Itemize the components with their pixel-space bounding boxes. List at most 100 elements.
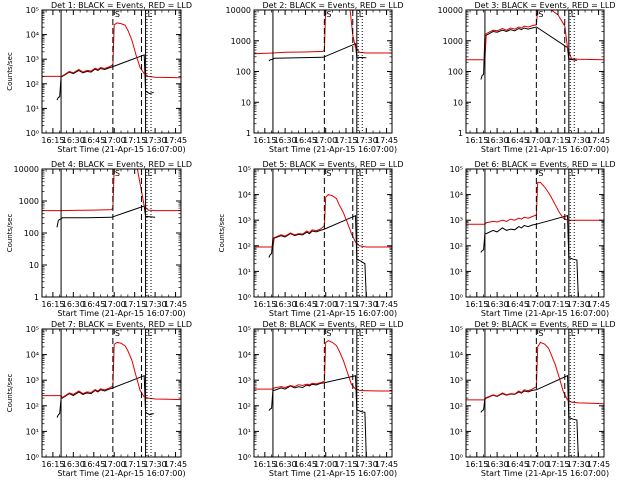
x-tick-label: 17:45	[375, 300, 398, 309]
x-tick-label: 16:45	[82, 300, 105, 309]
y-tick-label: 1	[246, 129, 251, 138]
x-tick-label: 17:45	[164, 460, 187, 469]
x-tick-label: 16:30	[274, 136, 297, 145]
marker-label: S	[538, 169, 543, 178]
x-tick-label: 17:00	[103, 460, 126, 469]
x-tick-label: 16:15	[41, 460, 64, 469]
events-series-line	[268, 42, 367, 62]
panel-title: Det 6: BLACK = Events, RED = LLD	[475, 160, 616, 169]
y-axis-label: Counts/sec	[218, 214, 226, 253]
x-tick-label: 17:45	[587, 460, 610, 469]
y-tick-label: 10³	[450, 376, 463, 385]
events-series-line	[56, 54, 154, 101]
y-axis-label: Counts/sec	[6, 214, 14, 253]
marker-label: L	[148, 329, 153, 338]
y-tick-label: 10⁴	[238, 351, 251, 360]
panel-title: Det 1: BLACK = Events, RED = LLD	[51, 1, 192, 10]
marker-label: L	[359, 10, 364, 19]
y-tick-label: 10¹	[450, 267, 463, 276]
x-tick-label: 17:30	[355, 460, 378, 469]
marker-label: S	[326, 329, 331, 338]
x-axis-label: Start Time (21-Apr-15 16:07:00)	[481, 145, 609, 154]
y-tick-label: 10²	[238, 242, 251, 251]
panel-det-7: S L 10⁰ 10¹ 10² 10³ 10⁴ 10⁵ 16:1516:3016:4517:00…	[6, 320, 192, 478]
y-tick-label: 10⁰	[26, 453, 39, 462]
y-tick-label: 10⁰	[26, 129, 39, 138]
marker-label: L	[571, 329, 576, 338]
panel-det-4: S L11010010001000016:1516:3016:4517:0017:…	[6, 160, 192, 318]
x-tick-label: 17:45	[587, 136, 610, 145]
x-axis-label: Start Time (21-Apr-15 16:07:00)	[481, 309, 609, 318]
x-tick-label: 16:45	[506, 460, 529, 469]
x-tick-label: 17:15	[334, 460, 357, 469]
y-tick-label: 1000	[231, 37, 251, 46]
lld-series-line	[254, 340, 392, 392]
y-tick-label: 10⁵	[26, 325, 39, 334]
x-tick-label: 16:15	[253, 136, 276, 145]
x-tick-label: 17:30	[144, 136, 167, 145]
y-tick-label: 10⁴	[450, 191, 463, 200]
x-tick-label: 16:45	[506, 136, 529, 145]
y-axis-label: Counts/sec	[6, 52, 14, 91]
panel-title: Det 3: BLACK = Events, RED = LLD	[475, 1, 616, 10]
events-series-line	[480, 215, 579, 297]
marker-label: S	[326, 10, 331, 19]
y-tick-label: 10¹	[238, 267, 251, 276]
x-axis-label: Start Time (21-Apr-15 16:07:00)	[57, 309, 185, 318]
y-tick-label: 10²	[26, 402, 39, 411]
x-tick-label: 16:30	[486, 460, 509, 469]
x-tick-label: 17:15	[334, 300, 357, 309]
x-tick-label: 16:15	[465, 300, 488, 309]
x-tick-label: 17:00	[314, 300, 337, 309]
y-tick-label: 10³	[450, 216, 463, 225]
plot-frame	[253, 328, 393, 458]
x-tick-label: 17:30	[355, 136, 378, 145]
x-tick-label: 16:45	[294, 300, 317, 309]
x-tick-label: 17:15	[334, 136, 357, 145]
x-tick-label: 16:45	[82, 460, 105, 469]
x-tick-label: 17:30	[144, 460, 167, 469]
y-tick-label: 10	[453, 98, 463, 107]
y-tick-label: 10⁵	[450, 165, 463, 174]
events-series-line	[56, 374, 154, 418]
y-tick-label: 10⁴	[238, 191, 251, 200]
y-tick-label: 10⁰	[238, 453, 251, 462]
x-tick-label: 17:00	[314, 136, 337, 145]
x-tick-label: 17:30	[144, 300, 167, 309]
x-tick-label: 16:45	[294, 460, 317, 469]
x-tick-label: 17:45	[375, 460, 398, 469]
y-tick-label: 10²	[26, 80, 39, 89]
y-tick-label: 1000	[443, 37, 463, 46]
x-tick-label: 16:15	[41, 300, 64, 309]
y-tick-label: 10⁵	[26, 6, 39, 15]
lld-series-line	[254, 194, 392, 248]
x-tick-label: 17:45	[164, 136, 187, 145]
panel-det-2: S L11010010001000016:1516:3016:4517:0017:…	[226, 1, 404, 154]
y-tick-label: 10000	[14, 165, 39, 174]
x-tick-label: 16:30	[274, 460, 297, 469]
plot-frame	[253, 9, 393, 134]
plot-frame	[41, 168, 182, 298]
y-tick-label: 100	[448, 68, 463, 77]
marker-label: L	[359, 169, 364, 178]
x-tick-label: 16:15	[465, 460, 488, 469]
lld-series-line	[42, 22, 181, 79]
marker-label: S	[538, 10, 543, 19]
x-axis-label: Start Time (21-Apr-15 16:07:00)	[481, 469, 609, 478]
panel-det-6: S L 10⁰ 10¹ 10² 10³ 10⁴ 10⁵ 16:1516:3016:4517:00…	[450, 160, 616, 318]
y-tick-label: 100	[236, 68, 251, 77]
panel-det-5: S L 10⁰ 10¹ 10² 10³ 10⁴ 10⁵ 16:1516:3016:4517:00…	[218, 160, 403, 318]
x-tick-label: 16:15	[41, 136, 64, 145]
y-tick-label: 100	[24, 229, 39, 238]
x-axis-label: Start Time (21-Apr-15 16:07:00)	[269, 145, 397, 154]
marker-label: L	[571, 169, 576, 178]
y-tick-label: 10⁵	[238, 165, 251, 174]
x-tick-label: 17:30	[567, 300, 590, 309]
y-tick-label: 10³	[238, 216, 251, 225]
x-axis-label: Start Time (21-Apr-15 16:07:00)	[269, 309, 397, 318]
y-tick-label: 10²	[450, 402, 463, 411]
marker-label: S	[538, 329, 543, 338]
panel-det-1: S L 10⁰ 10¹ 10² 10³ 10⁴ 10⁵ 16:1516:3016:4517:00…	[6, 1, 192, 154]
marker-label: L	[571, 10, 576, 19]
panel-title: Det 2: BLACK = Events, RED = LLD	[263, 1, 404, 10]
